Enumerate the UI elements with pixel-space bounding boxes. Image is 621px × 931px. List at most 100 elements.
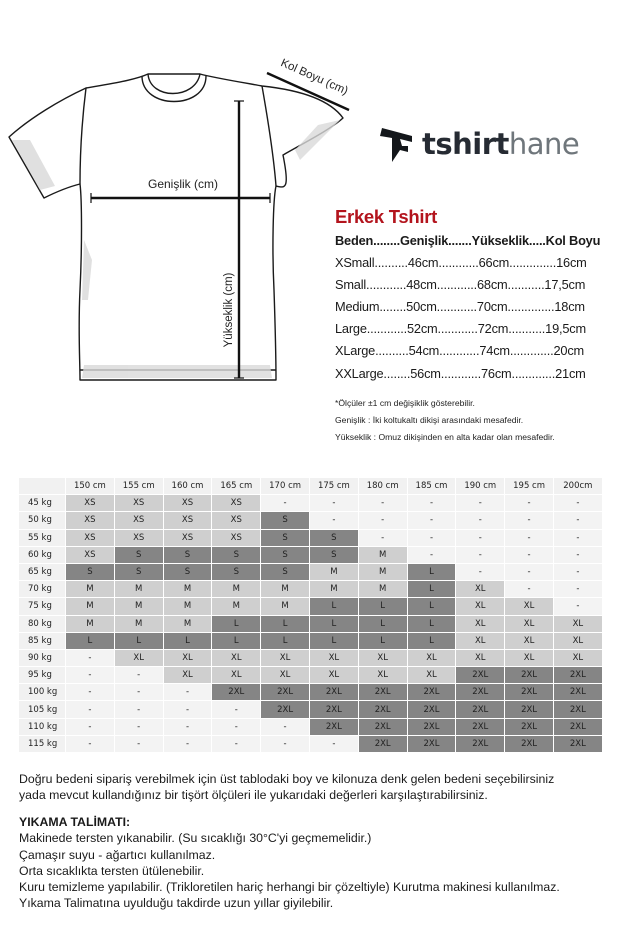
brand-logo: tshirthane: [378, 124, 580, 164]
size-cell: -: [504, 545, 554, 564]
size-cell: -: [260, 717, 310, 736]
size-cell: XS: [65, 494, 115, 513]
size-cell: XS: [65, 545, 115, 564]
sleeve-measure-line: [266, 71, 350, 112]
size-row: Small............48cm............68cm...…: [335, 277, 586, 292]
height-column-header: 180 cm: [357, 476, 408, 496]
size-cell: 2XL: [455, 717, 506, 736]
size-cell: XL: [455, 648, 506, 668]
wash-instructions-title: YIKAMA TALİMATI:: [19, 815, 131, 829]
size-cell: S: [260, 528, 310, 547]
size-cell: S: [65, 562, 115, 582]
size-cell: XL: [552, 631, 603, 650]
size-row: XLarge..........54cm............74cm....…: [335, 343, 584, 358]
size-cell: 2XL: [552, 700, 603, 719]
size-cell: -: [552, 511, 603, 530]
size-cell: S: [113, 545, 164, 564]
size-chart-header: Beden........Genişlik.......Yükseklik...…: [335, 233, 601, 248]
grid-corner-cell: [18, 476, 66, 496]
size-cell: XL: [504, 597, 554, 616]
size-cell: -: [162, 700, 213, 719]
size-cell: M: [357, 562, 408, 582]
size-cell: L: [162, 631, 213, 650]
grid-row: 60 kg XS S S S S S M - - - -: [18, 545, 603, 564]
size-cell: -: [260, 734, 310, 754]
size-cell: XL: [504, 648, 554, 668]
size-cell: L: [406, 580, 457, 599]
size-cell: -: [113, 700, 164, 719]
weight-row-header: 100 kg: [18, 683, 66, 702]
size-row: Large............52cm............72cm...…: [335, 321, 586, 336]
size-cell: L: [357, 597, 408, 616]
size-cell: 2XL: [552, 717, 603, 736]
size-cell: -: [65, 717, 115, 736]
grid-row: 115 kg - - - - - -2XL 2XL 2XL 2XL 2XL: [18, 734, 603, 754]
size-cell: -: [455, 562, 506, 582]
height-column-header: 155 cm: [113, 476, 164, 496]
size-cell: M: [308, 580, 359, 599]
height-column-header: 165 cm: [211, 476, 262, 496]
size-cell: L: [406, 597, 457, 616]
logo-text: tshirthane: [422, 127, 580, 161]
size-cell: XL: [308, 648, 359, 668]
size-cell: 2XL: [260, 683, 310, 702]
size-cell: XL: [162, 648, 213, 668]
size-cell: 2XL: [357, 683, 408, 702]
size-cell: -: [552, 562, 603, 582]
wash-instruction: Kuru temizleme yapılabilir. (Trikloretil…: [19, 880, 560, 894]
height-column-header: 185 cm: [406, 476, 457, 496]
size-cell: L: [357, 614, 408, 633]
grid-row: 90 kg - XL XL XL XL XL XL XL XL XL XL: [18, 648, 603, 668]
size-cell: -: [308, 494, 359, 513]
grid-row: 95 kg - - XL XL XL XL XL XL 2XL 2XL 2XL: [18, 666, 603, 685]
size-cell: 2XL: [455, 700, 506, 719]
size-cell: -: [308, 511, 359, 530]
size-cell: M: [162, 614, 213, 633]
size-cell: -: [504, 528, 554, 547]
weight-row-header: 90 kg: [18, 648, 66, 668]
size-cell: XS: [113, 511, 164, 530]
weight-row-header: 75 kg: [18, 597, 66, 616]
size-cell: XS: [65, 511, 115, 530]
size-cell: S: [113, 562, 164, 582]
size-cell: M: [211, 597, 262, 616]
size-cell: L: [308, 597, 359, 616]
shirt-shading: [12, 120, 340, 378]
size-cell: M: [308, 562, 359, 582]
size-cell: XL: [406, 648, 457, 668]
height-column-header: 175 cm: [308, 476, 359, 496]
size-cell: -: [552, 494, 603, 513]
size-cell: -: [455, 511, 506, 530]
size-cell: XS: [162, 494, 213, 513]
size-cell: XS: [162, 528, 213, 547]
size-cell: L: [406, 631, 457, 650]
info-text: yada mevcut kullandığınız bir tişört ölç…: [19, 788, 488, 802]
size-cell: XL: [211, 648, 262, 668]
tshirt-illustration: [8, 73, 344, 381]
size-cell: XS: [211, 494, 262, 513]
size-cell: -: [552, 528, 603, 547]
size-cell: 2XL: [455, 666, 506, 685]
size-cell: S: [162, 545, 213, 564]
width-label: Genişlik (cm): [148, 177, 218, 191]
tshirt-measurement-diagram: Genişlik (cm) Yükseklik (cm) Kol Boyu (c…: [8, 57, 350, 381]
size-cell: 2XL: [357, 717, 408, 736]
size-cell: -: [65, 666, 115, 685]
size-cell: -: [65, 700, 115, 719]
grid-row: 50 kg XS XS XS XS S - - - - - -: [18, 511, 603, 530]
size-cell: S: [260, 562, 310, 582]
size-cell: -: [504, 580, 554, 599]
weight-row-header: 50 kg: [18, 511, 66, 530]
size-cell: XL: [113, 648, 164, 668]
weight-row-header: 115 kg: [18, 734, 66, 754]
size-cell: M: [162, 580, 213, 599]
size-cell: -: [455, 545, 506, 564]
size-cell: XL: [260, 648, 310, 668]
size-cell: S: [211, 562, 262, 582]
weight-row-header: 60 kg: [18, 545, 66, 564]
size-cell: -: [552, 545, 603, 564]
size-cell: -: [65, 683, 115, 702]
info-text: Doğru bedeni sipariş verebilmek için üst…: [19, 772, 555, 786]
size-cell: L: [406, 614, 457, 633]
size-cell: XL: [552, 648, 603, 668]
